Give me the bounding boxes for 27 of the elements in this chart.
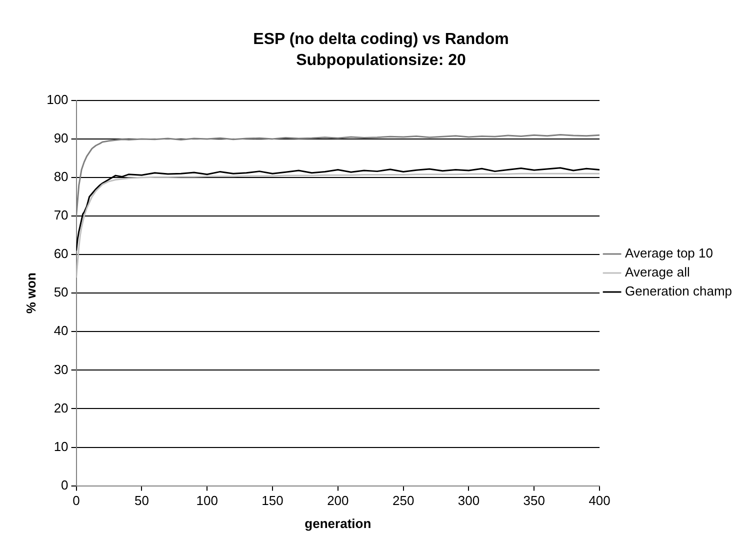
y-tick-label: 10 <box>54 438 68 454</box>
x-tick-label: 150 <box>262 493 284 508</box>
chart-subtitle: Subpopulationsize: 20 <box>296 52 466 70</box>
y-tick-label: 60 <box>54 246 68 262</box>
x-tick-label: 100 <box>196 493 218 508</box>
chart-title: ESP (no delta coding) vs Random <box>253 31 509 48</box>
y-tick-label: 20 <box>54 400 68 416</box>
y-tick-label: 0 <box>61 477 68 492</box>
legend-label: Generation champ <box>625 284 732 299</box>
y-tick-label: 40 <box>54 323 68 338</box>
legend-label: Average all <box>625 264 690 280</box>
x-tick-label: 0 <box>72 493 80 508</box>
x-tick-label: 350 <box>523 493 545 508</box>
x-tick-label: 200 <box>327 493 349 508</box>
y-axis-title: % won <box>23 272 38 314</box>
legend-label: Average top 10 <box>625 246 713 261</box>
x-tick-label: 300 <box>458 493 480 508</box>
y-tick-label: 30 <box>54 362 68 377</box>
y-tick-label: 80 <box>54 169 68 184</box>
y-tick-label: 70 <box>54 208 68 223</box>
x-tick-label: 50 <box>134 493 149 508</box>
x-tick-label: 250 <box>392 493 414 508</box>
x-tick-label: 400 <box>588 493 610 508</box>
x-axis-title: generation <box>304 516 372 531</box>
y-tick-label: 50 <box>54 284 68 300</box>
y-tick-label: 100 <box>46 92 68 107</box>
y-tick-label: 90 <box>54 130 68 146</box>
